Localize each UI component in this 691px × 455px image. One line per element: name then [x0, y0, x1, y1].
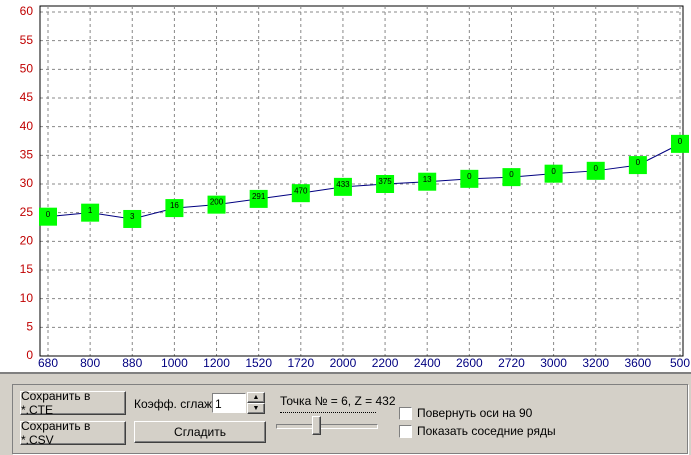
y-tick-label: 20 [20, 234, 34, 248]
series-line [47, 143, 681, 220]
point-label: 375 [378, 177, 392, 186]
point-marker [333, 177, 352, 196]
point-marker [291, 184, 310, 203]
y-tick-label: 30 [20, 176, 34, 190]
point-label: 0 [551, 167, 556, 176]
x-tick-label: 2200 [372, 356, 399, 370]
x-tick-label: 1520 [245, 356, 272, 370]
spin-down[interactable]: ▼ [247, 403, 265, 414]
point-marker [39, 207, 57, 226]
x-tick-label: 2000 [330, 356, 357, 370]
point-marker [207, 195, 226, 214]
point-marker [671, 134, 689, 153]
point-label: 13 [423, 175, 432, 184]
x-tick-label: 2400 [414, 356, 441, 370]
x-tick-label: 3600 [625, 356, 652, 370]
point-label: 0 [509, 170, 514, 179]
point-label: 0 [594, 164, 599, 173]
save-csv-button[interactable]: Сохранить в *.CSV [20, 419, 126, 447]
smooth-button[interactable]: Сгладить [134, 421, 266, 443]
x-tick-label: 3200 [582, 356, 609, 370]
point-label: 0 [636, 158, 641, 167]
point-label: 3 [130, 212, 135, 221]
point-marker [544, 164, 563, 183]
spin-up[interactable]: ▲ [247, 392, 265, 403]
point-marker [376, 175, 395, 193]
rotate-checkbox[interactable] [399, 407, 412, 420]
point-marker [249, 189, 268, 208]
neighbors-checkbox[interactable] [399, 425, 412, 438]
slider-ticks [280, 408, 376, 413]
y-tick-label: 35 [20, 148, 34, 162]
point-label: 0 [46, 210, 51, 219]
y-tick-label: 60 [20, 4, 34, 18]
point-marker [418, 172, 437, 191]
y-tick-label: 15 [20, 262, 34, 276]
point-label: 291 [252, 192, 266, 201]
y-tick-label: 40 [20, 119, 34, 133]
y-tick-label: 25 [20, 205, 34, 219]
x-tick-label: 1200 [203, 356, 230, 370]
x-tick-label: 2720 [498, 356, 525, 370]
plot-frame [39, 5, 684, 357]
point-marker [165, 199, 184, 218]
x-tick-label: 2600 [456, 356, 483, 370]
point-label: 1 [88, 206, 93, 215]
y-tick-label: 55 [20, 33, 34, 47]
point-label: 0 [678, 137, 683, 146]
point-info: Точка № = 6, Z = 432 [280, 394, 396, 408]
save-cte-button[interactable]: Сохранить в *.CTE [20, 389, 126, 417]
y-tick-label: 5 [26, 320, 33, 334]
y-tick-label: 45 [20, 90, 34, 104]
point-label: 470 [294, 186, 308, 195]
x-tick-label: 1720 [287, 356, 314, 370]
rotate-label[interactable]: Повернуть оси на 90 [417, 406, 533, 420]
smooth-label: Коэфф. сглаж. [134, 397, 216, 411]
point-marker [81, 203, 100, 222]
x-tick-label: 880 [122, 356, 142, 370]
panel-frame [12, 384, 688, 454]
point-marker [628, 156, 647, 175]
y-tick-label: 50 [20, 62, 34, 76]
x-tick-label: 500 [670, 356, 690, 370]
point-marker [123, 209, 142, 228]
point-marker [502, 168, 521, 187]
point-marker [586, 161, 605, 180]
point-label: 16 [170, 201, 179, 210]
neighbors-label[interactable]: Показать соседние ряды [417, 424, 556, 438]
slider-track [276, 424, 378, 429]
point-label: 433 [336, 180, 350, 189]
y-tick-label: 0 [26, 348, 33, 362]
x-tick-label: 3000 [540, 356, 567, 370]
x-tick-label: 680 [38, 356, 58, 370]
control-panel [0, 372, 691, 455]
x-tick-label: 800 [80, 356, 100, 370]
smooth-input[interactable]: 1 [212, 393, 246, 413]
x-tick-label: 1000 [161, 356, 188, 370]
y-tick-label: 10 [20, 291, 34, 305]
slider-thumb[interactable] [312, 416, 321, 435]
point-marker [460, 169, 479, 188]
point-label: 0 [467, 172, 472, 181]
point-label: 200 [210, 198, 224, 207]
